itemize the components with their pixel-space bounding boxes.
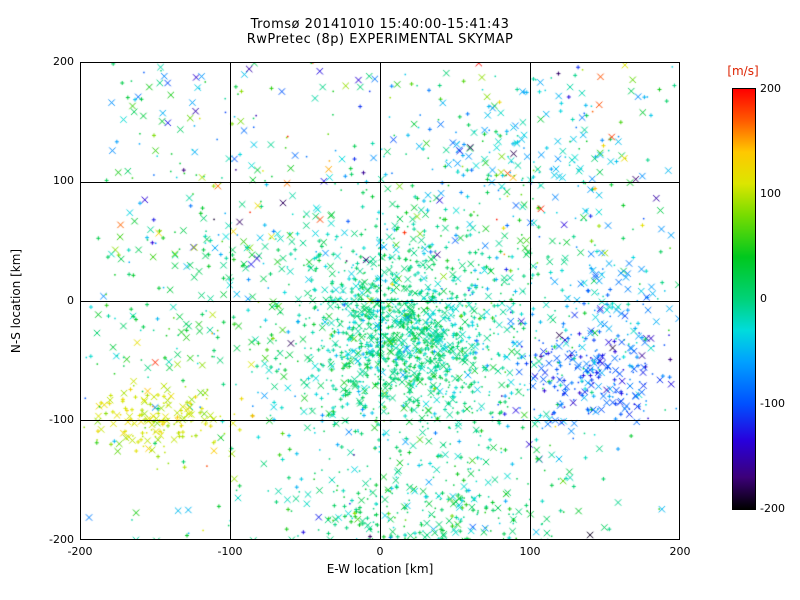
colorbar-tick-label: -100: [760, 397, 785, 410]
plot-subtitle: RwPretec (8p) EXPERIMENTAL SKYMAP: [246, 32, 514, 47]
x-tick-label: -100: [217, 545, 243, 558]
colorbar-tick-label: -200: [760, 502, 785, 515]
colorbar-tick-label: 0: [760, 292, 767, 305]
colorbar-tick-label: 200: [760, 82, 781, 95]
colorbar-tick-label: 100: [760, 187, 781, 200]
colorbar-gradient: [732, 88, 756, 510]
x-tick-label: -200: [67, 545, 93, 558]
y-axis-label: N-S location [km]: [9, 248, 23, 354]
y-tick-label: -100: [49, 413, 74, 426]
colorbar-units-label: [m/s]: [727, 64, 759, 78]
y-tick-label: 100: [53, 174, 74, 187]
plot-area: [80, 62, 680, 540]
grid-line-horizontal: [81, 420, 679, 421]
grid-line-horizontal: [81, 301, 679, 302]
y-tick-label: -200: [49, 533, 74, 546]
x-tick-label: 200: [669, 545, 691, 558]
x-axis-label: E-W location [km]: [326, 562, 434, 576]
y-tick-label: 200: [53, 55, 74, 68]
plot-title: Tromsø 20141010 15:40:00-15:41:43: [250, 17, 510, 32]
x-tick-label: 0: [376, 545, 384, 558]
y-tick-label: 0: [67, 294, 74, 307]
grid-line-horizontal: [81, 182, 679, 183]
x-tick-label: 100: [519, 545, 541, 558]
